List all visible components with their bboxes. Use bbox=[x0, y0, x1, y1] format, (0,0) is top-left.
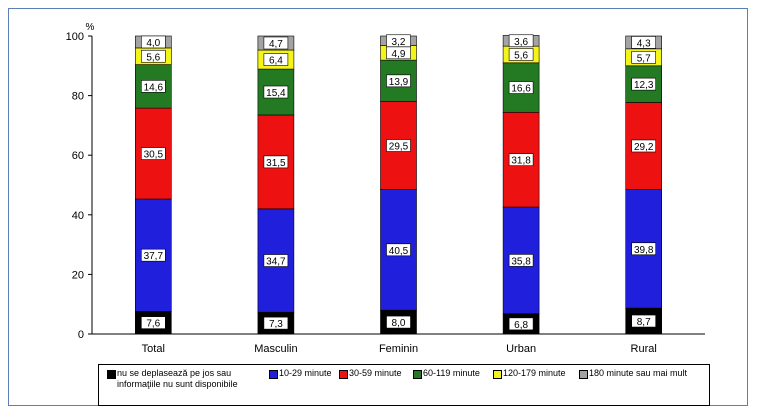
data-label: 34,7 bbox=[266, 257, 286, 268]
data-label: 8,0 bbox=[392, 318, 406, 329]
data-label: 4,0 bbox=[146, 38, 160, 49]
data-label: 6,8 bbox=[514, 320, 528, 331]
data-label: 37,7 bbox=[144, 251, 164, 262]
data-label-box bbox=[631, 77, 657, 91]
legend-label-180-plus: 180 minute sau mai mult bbox=[589, 368, 688, 378]
data-label-box bbox=[631, 242, 657, 256]
legend-swatch-30-59 bbox=[339, 370, 348, 379]
legend-label-10-29: 10-29 minute bbox=[279, 368, 332, 378]
data-label-box bbox=[141, 248, 166, 262]
data-label-box bbox=[263, 36, 289, 50]
data-label: 16,6 bbox=[511, 84, 531, 95]
data-label: 31,5 bbox=[266, 158, 286, 169]
category-label: Urban bbox=[506, 343, 536, 355]
data-label-box bbox=[141, 80, 166, 93]
y-tick-label: 80 bbox=[72, 91, 84, 103]
data-label: 5,6 bbox=[146, 52, 160, 63]
y-tick-label: 60 bbox=[72, 150, 84, 162]
data-label-box bbox=[631, 36, 657, 49]
data-label-box bbox=[141, 49, 166, 63]
y-tick-label: 100 bbox=[66, 31, 84, 43]
data-label: 5,6 bbox=[514, 50, 528, 61]
data-label-box bbox=[631, 314, 657, 328]
data-label: 39,8 bbox=[634, 245, 654, 256]
data-label: 29,5 bbox=[389, 142, 409, 153]
data-label: 35,8 bbox=[511, 256, 531, 267]
data-label: 15,4 bbox=[266, 88, 286, 99]
data-label-box bbox=[141, 147, 166, 160]
data-label-box bbox=[631, 51, 657, 64]
y-tick-label: 0 bbox=[78, 329, 84, 341]
data-label: 4,3 bbox=[637, 38, 651, 49]
data-label: 6,4 bbox=[269, 56, 283, 67]
data-label: 3,6 bbox=[514, 37, 528, 48]
data-label-box bbox=[508, 317, 534, 331]
data-label-box bbox=[631, 139, 657, 153]
legend-label-not-walking: nu se deplasează pe jos sau informaţiile… bbox=[117, 368, 238, 389]
legend-swatch-60-119 bbox=[413, 370, 422, 379]
data-label: 4,9 bbox=[392, 49, 406, 60]
legend-swatch-10-29 bbox=[269, 370, 278, 379]
data-label-box bbox=[386, 315, 411, 329]
data-label-box bbox=[141, 35, 166, 49]
legend: nu se deplasează pe jos sau informaţiile… bbox=[98, 364, 710, 406]
y-unit-label: % bbox=[86, 22, 95, 33]
data-label-box bbox=[508, 34, 534, 48]
data-label: 4,7 bbox=[269, 39, 283, 50]
category-label: Rural bbox=[631, 343, 657, 355]
data-label: 12,3 bbox=[634, 80, 654, 91]
legend-swatch-not-walking bbox=[107, 370, 116, 379]
data-label-box bbox=[263, 85, 289, 99]
data-label: 5,7 bbox=[637, 53, 651, 64]
legend-swatch-180-plus bbox=[579, 370, 588, 379]
data-label: 3,2 bbox=[392, 37, 406, 48]
legend-label-30-59: 30-59 minute bbox=[349, 368, 402, 378]
data-label: 8,7 bbox=[637, 317, 651, 328]
data-label-box bbox=[263, 316, 289, 330]
y-tick-label: 40 bbox=[72, 210, 84, 222]
data-label: 14,6 bbox=[144, 82, 164, 93]
data-label: 40,5 bbox=[389, 246, 409, 257]
data-label-box bbox=[386, 243, 411, 257]
data-label-box bbox=[386, 74, 411, 88]
data-label: 31,8 bbox=[511, 156, 531, 167]
data-label-box bbox=[508, 48, 534, 61]
legend-swatch-120-179 bbox=[493, 370, 502, 379]
legend-label-120-179: 120-179 minute bbox=[503, 368, 566, 378]
data-label-box bbox=[141, 316, 166, 329]
data-label: 29,2 bbox=[634, 142, 654, 153]
data-label-box bbox=[263, 254, 289, 267]
legend-label-60-119: 60-119 minute bbox=[423, 368, 480, 378]
category-label: Total bbox=[142, 343, 165, 355]
data-label-box bbox=[386, 34, 411, 48]
data-label-box bbox=[508, 81, 534, 94]
data-label-box bbox=[263, 53, 289, 66]
data-label: 13,9 bbox=[389, 77, 409, 88]
data-label-box bbox=[386, 139, 411, 152]
data-label: 7,6 bbox=[146, 319, 160, 330]
data-label-box bbox=[263, 155, 289, 169]
category-label: Feminin bbox=[379, 343, 418, 355]
data-label: 7,3 bbox=[269, 319, 283, 330]
data-label-box bbox=[508, 254, 534, 267]
category-label: Masculin bbox=[254, 343, 297, 355]
y-tick-label: 20 bbox=[72, 269, 84, 281]
data-label-box bbox=[508, 153, 534, 166]
data-label: 30,5 bbox=[144, 150, 164, 161]
chart-frame bbox=[8, 8, 748, 406]
